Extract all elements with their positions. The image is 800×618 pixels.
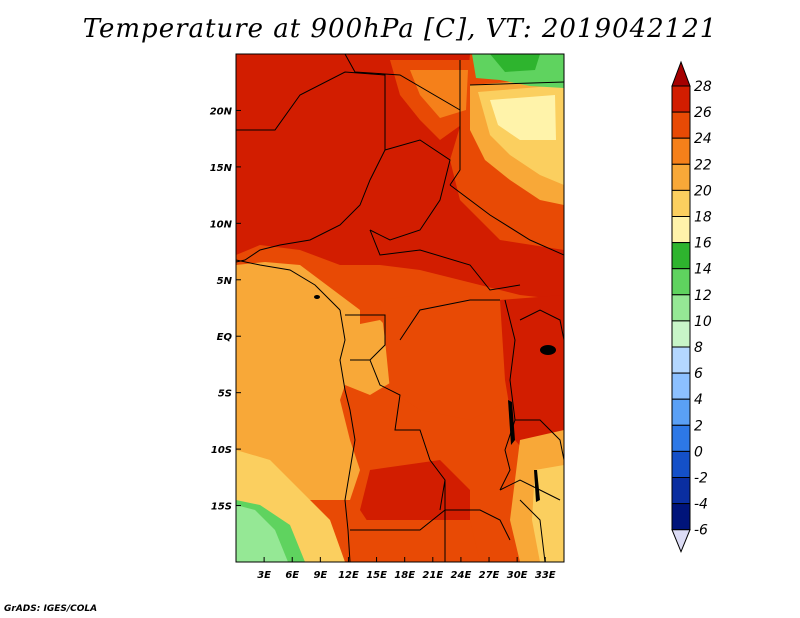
border-zambia-mozambique <box>499 479 561 501</box>
axis-ticks: 3E 6E 9E 12E 15E 18E 21E 24E 27E 30E 33E 20N 15N 10N 5… <box>210 106 556 581</box>
colorbar-label: 26 <box>694 105 712 121</box>
colorbar-label: 22 <box>694 157 712 173</box>
colorbar-label: 8 <box>694 340 703 356</box>
colorbar-label: 16 <box>694 236 712 252</box>
field-east-lakes <box>500 295 564 470</box>
colorbar-box <box>671 85 691 113</box>
lon-tick-label: 30E <box>507 570 528 581</box>
border-libya-chad <box>344 54 461 186</box>
colorbar-label: 18 <box>694 210 712 226</box>
lon-tick-label: 27E <box>479 570 500 581</box>
colorbar-box <box>671 137 691 165</box>
lat-tick-label: 15S <box>211 502 232 513</box>
border-sudan-south <box>449 184 564 256</box>
colorbar-box <box>671 242 691 270</box>
colorbar-top-arrow <box>671 60 691 87</box>
field-cool-core <box>490 54 540 72</box>
colorbar-label: -2 <box>694 471 708 487</box>
colorbar-box <box>671 450 691 478</box>
colorbar-label: 4 <box>694 392 703 408</box>
colorbar-box <box>671 268 691 296</box>
lakes <box>314 295 556 502</box>
lon-tick-label: 21E <box>422 570 443 581</box>
lat-tick-label: 10N <box>210 219 233 230</box>
colorbar-box <box>671 477 691 505</box>
colorbar-box <box>671 294 691 322</box>
lon-tick-label: 6E <box>285 570 299 581</box>
border-west-africa <box>236 71 386 263</box>
temperature-field <box>236 54 564 562</box>
coast-gulf-guinea <box>236 259 341 311</box>
country-borders <box>236 54 564 562</box>
field-congo <box>380 290 520 420</box>
colorbar-box <box>671 189 691 217</box>
border-malawi <box>519 499 546 562</box>
lat-tick-label: 5S <box>218 389 232 400</box>
colorbar-label: -6 <box>694 523 708 539</box>
lon-tick-label: 12E <box>338 570 359 581</box>
lat-tick-label: EQ <box>217 332 233 343</box>
border-drc-north <box>399 299 500 341</box>
border-car <box>369 229 521 291</box>
colorbar-box <box>671 424 691 452</box>
colorbar-box <box>671 503 691 531</box>
colorbar-label: 10 <box>694 314 712 330</box>
colorbar-box <box>671 346 691 374</box>
lake-volta <box>314 295 320 299</box>
colorbar-label: 0 <box>694 444 703 460</box>
colorbar-box <box>671 398 691 426</box>
lat-tick-label: 20N <box>210 106 233 117</box>
lake-victoria <box>540 345 556 355</box>
lon-tick-label: 3E <box>257 570 271 581</box>
lat-tick-label: 5N <box>217 276 233 287</box>
colorbar-box <box>671 320 691 348</box>
map-frame <box>235 53 565 563</box>
colorbar-label: -4 <box>694 497 708 513</box>
colorbar-box <box>671 216 691 244</box>
lon-tick-label: 24E <box>451 570 472 581</box>
colorbar-label: 14 <box>694 262 712 278</box>
map-title: Temperature at 900hPa [C], VT: 201904212… <box>82 14 718 44</box>
colorbar-box <box>671 111 691 139</box>
lon-tick-label: 33E <box>535 570 556 581</box>
border-tanzania <box>515 419 564 461</box>
border-drc-angola <box>369 359 446 511</box>
colorbar-label: 28 <box>694 79 712 95</box>
lon-tick-label: 15E <box>366 570 387 581</box>
lon-tick-label: 9E <box>313 570 327 581</box>
field-southwest-cooler <box>236 505 288 562</box>
field-southeast-light <box>532 465 564 562</box>
colorbar-label: 2 <box>694 418 703 434</box>
field-south-band <box>345 520 480 562</box>
field-highland-core <box>490 95 556 140</box>
colorbar-label: 24 <box>694 131 712 147</box>
coast-west-central <box>339 309 356 562</box>
lake-malawi <box>534 470 540 502</box>
border-chad <box>369 139 451 241</box>
lat-tick-label: 10S <box>211 445 232 456</box>
colorbar-label: 6 <box>694 366 703 382</box>
field-atlantic-inner <box>236 300 310 440</box>
colorbar-box <box>671 163 691 191</box>
colorbar-box <box>671 372 691 400</box>
grads-credit: GrADS: IGES/COLA <box>4 604 98 614</box>
colorbar-label: 20 <box>694 183 712 199</box>
lake-tanganyika <box>508 400 515 445</box>
field-gabon <box>330 320 400 395</box>
lon-tick-label: 18E <box>394 570 415 581</box>
field-hot-north <box>236 54 564 300</box>
border-angola-zambia <box>350 509 511 541</box>
border-uganda-kenya <box>519 309 564 341</box>
colorbar-label: 12 <box>694 288 712 304</box>
border-egypt-sudan <box>469 81 564 86</box>
border-gabon <box>345 314 386 361</box>
colorbar-bottom-arrow <box>671 529 691 554</box>
lat-tick-label: 15N <box>210 163 233 174</box>
